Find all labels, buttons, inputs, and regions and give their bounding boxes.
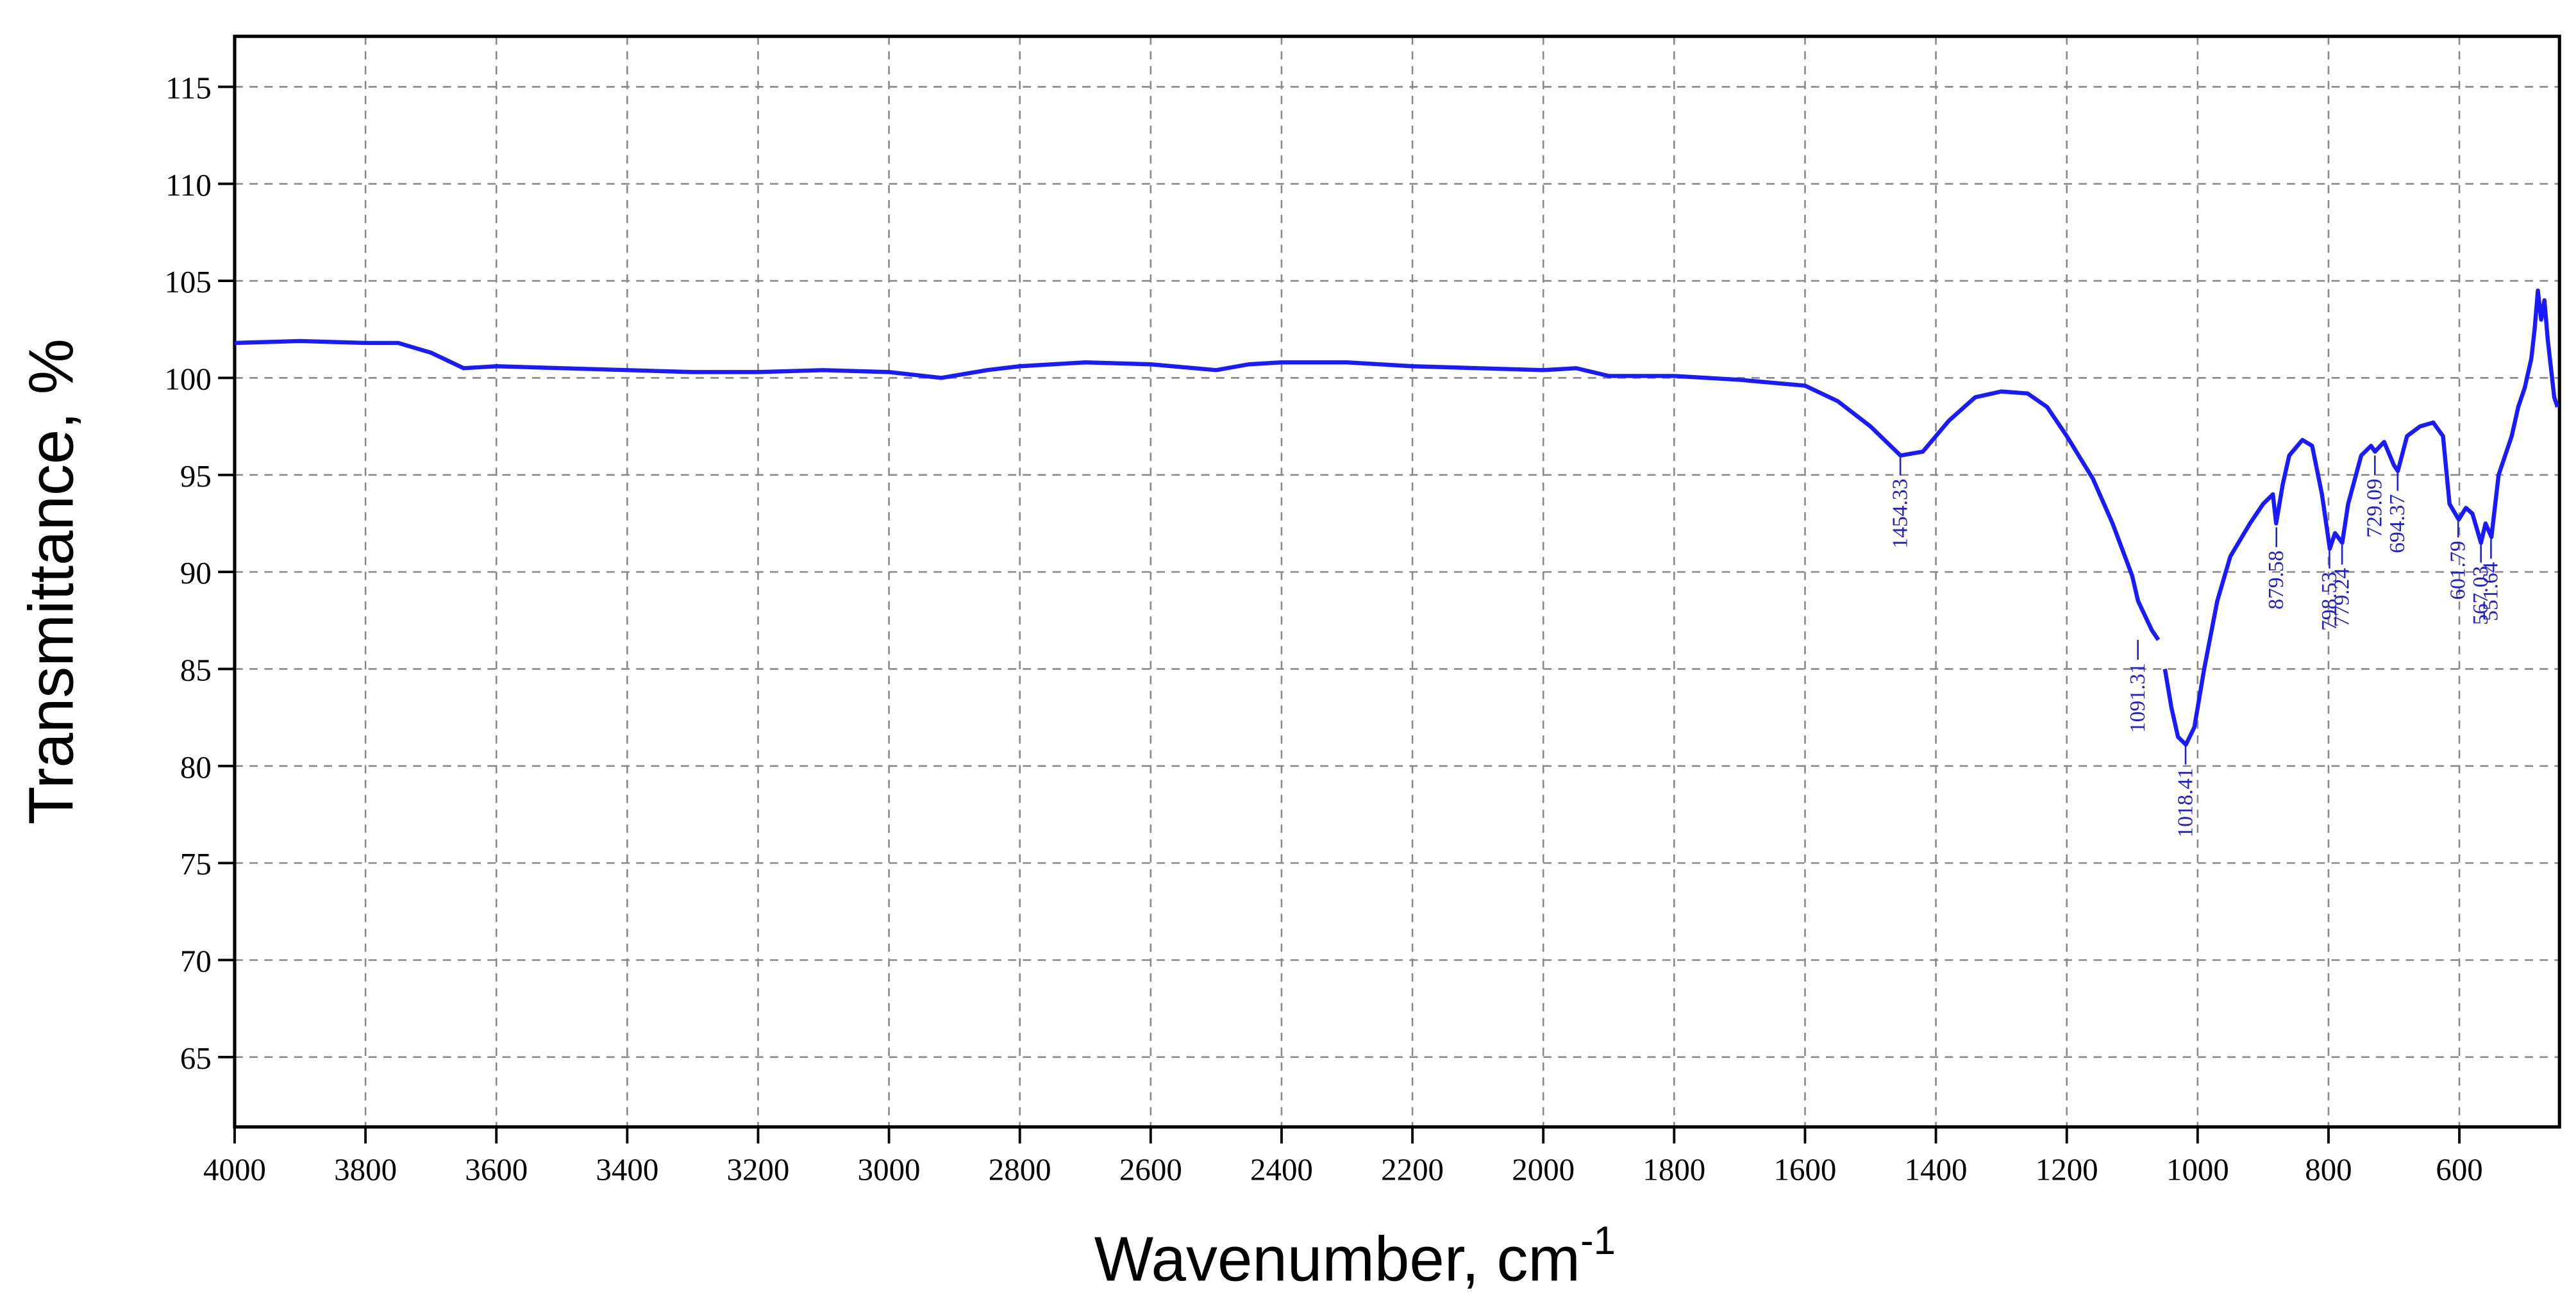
x-tick-label: 3600 [465,1151,528,1187]
x-axis-label: Wavenumber, cm-1 [1094,1219,1616,1294]
y-tick-label: 65 [180,1041,212,1076]
peak-label: 551.64 [2479,562,2503,621]
x-tick-label: 3400 [596,1151,658,1187]
x-tick-label: 1600 [1774,1151,1837,1187]
y-axis-label: Transmittance, % [15,339,86,824]
peak-label: 601.79 [2446,540,2470,599]
y-tick-label: 110 [165,167,212,203]
peak-label: 1091.31 [2126,663,2150,733]
x-tick-label: 1000 [2166,1151,2229,1187]
y-tick-label: 85 [180,652,212,687]
plot-frame [233,35,2561,1129]
x-tick-label: 1200 [2036,1151,2098,1187]
x-tick-label: 2800 [989,1151,1051,1187]
peak-label: 729.09 [2363,479,2387,538]
x-axis-label-text: Wavenumber, cm [1094,1223,1580,1294]
peak-label: 567.03 [2469,566,2493,625]
plot-background [234,36,2560,1127]
peak-label: 1454.33 [1888,479,1912,549]
peak-label: 1018.41 [2173,768,2197,838]
spectrum-line [234,288,2560,747]
peak-label: 798.53 [2318,572,2341,631]
x-tick-label: 3000 [858,1151,921,1187]
y-tick-label: 90 [180,555,212,590]
x-tick-label: 2000 [1512,1151,1575,1187]
x-tick-label: 1400 [1905,1151,1968,1187]
y-tick-label: 115 [165,70,212,105]
y-tick-label: 75 [180,846,212,882]
y-tick-label: 100 [164,361,211,396]
y-tick-label: 70 [180,944,212,979]
y-tick-label: 105 [164,264,211,299]
x-tick-label: 2600 [1119,1151,1182,1187]
peak-label: 694.37 [2386,494,2409,553]
peak-label: 879.58 [2264,551,2288,610]
x-tick-label: 3200 [727,1151,790,1187]
y-tick-label: 80 [180,749,212,785]
x-tick-label: 3800 [334,1151,397,1187]
x-tick-label: 800 [2305,1151,2352,1187]
y-tick-label: 95 [180,458,212,494]
x-axis-label-sup: -1 [1580,1219,1616,1263]
peak-label: 779.24 [2330,568,2354,627]
x-tick-label: 2400 [1250,1151,1313,1187]
x-tick-label: 4000 [203,1151,266,1187]
x-tick-label: 2200 [1381,1151,1444,1187]
x-tick-label: 1800 [1643,1151,1705,1187]
x-tick-label: 600 [2436,1151,2482,1187]
